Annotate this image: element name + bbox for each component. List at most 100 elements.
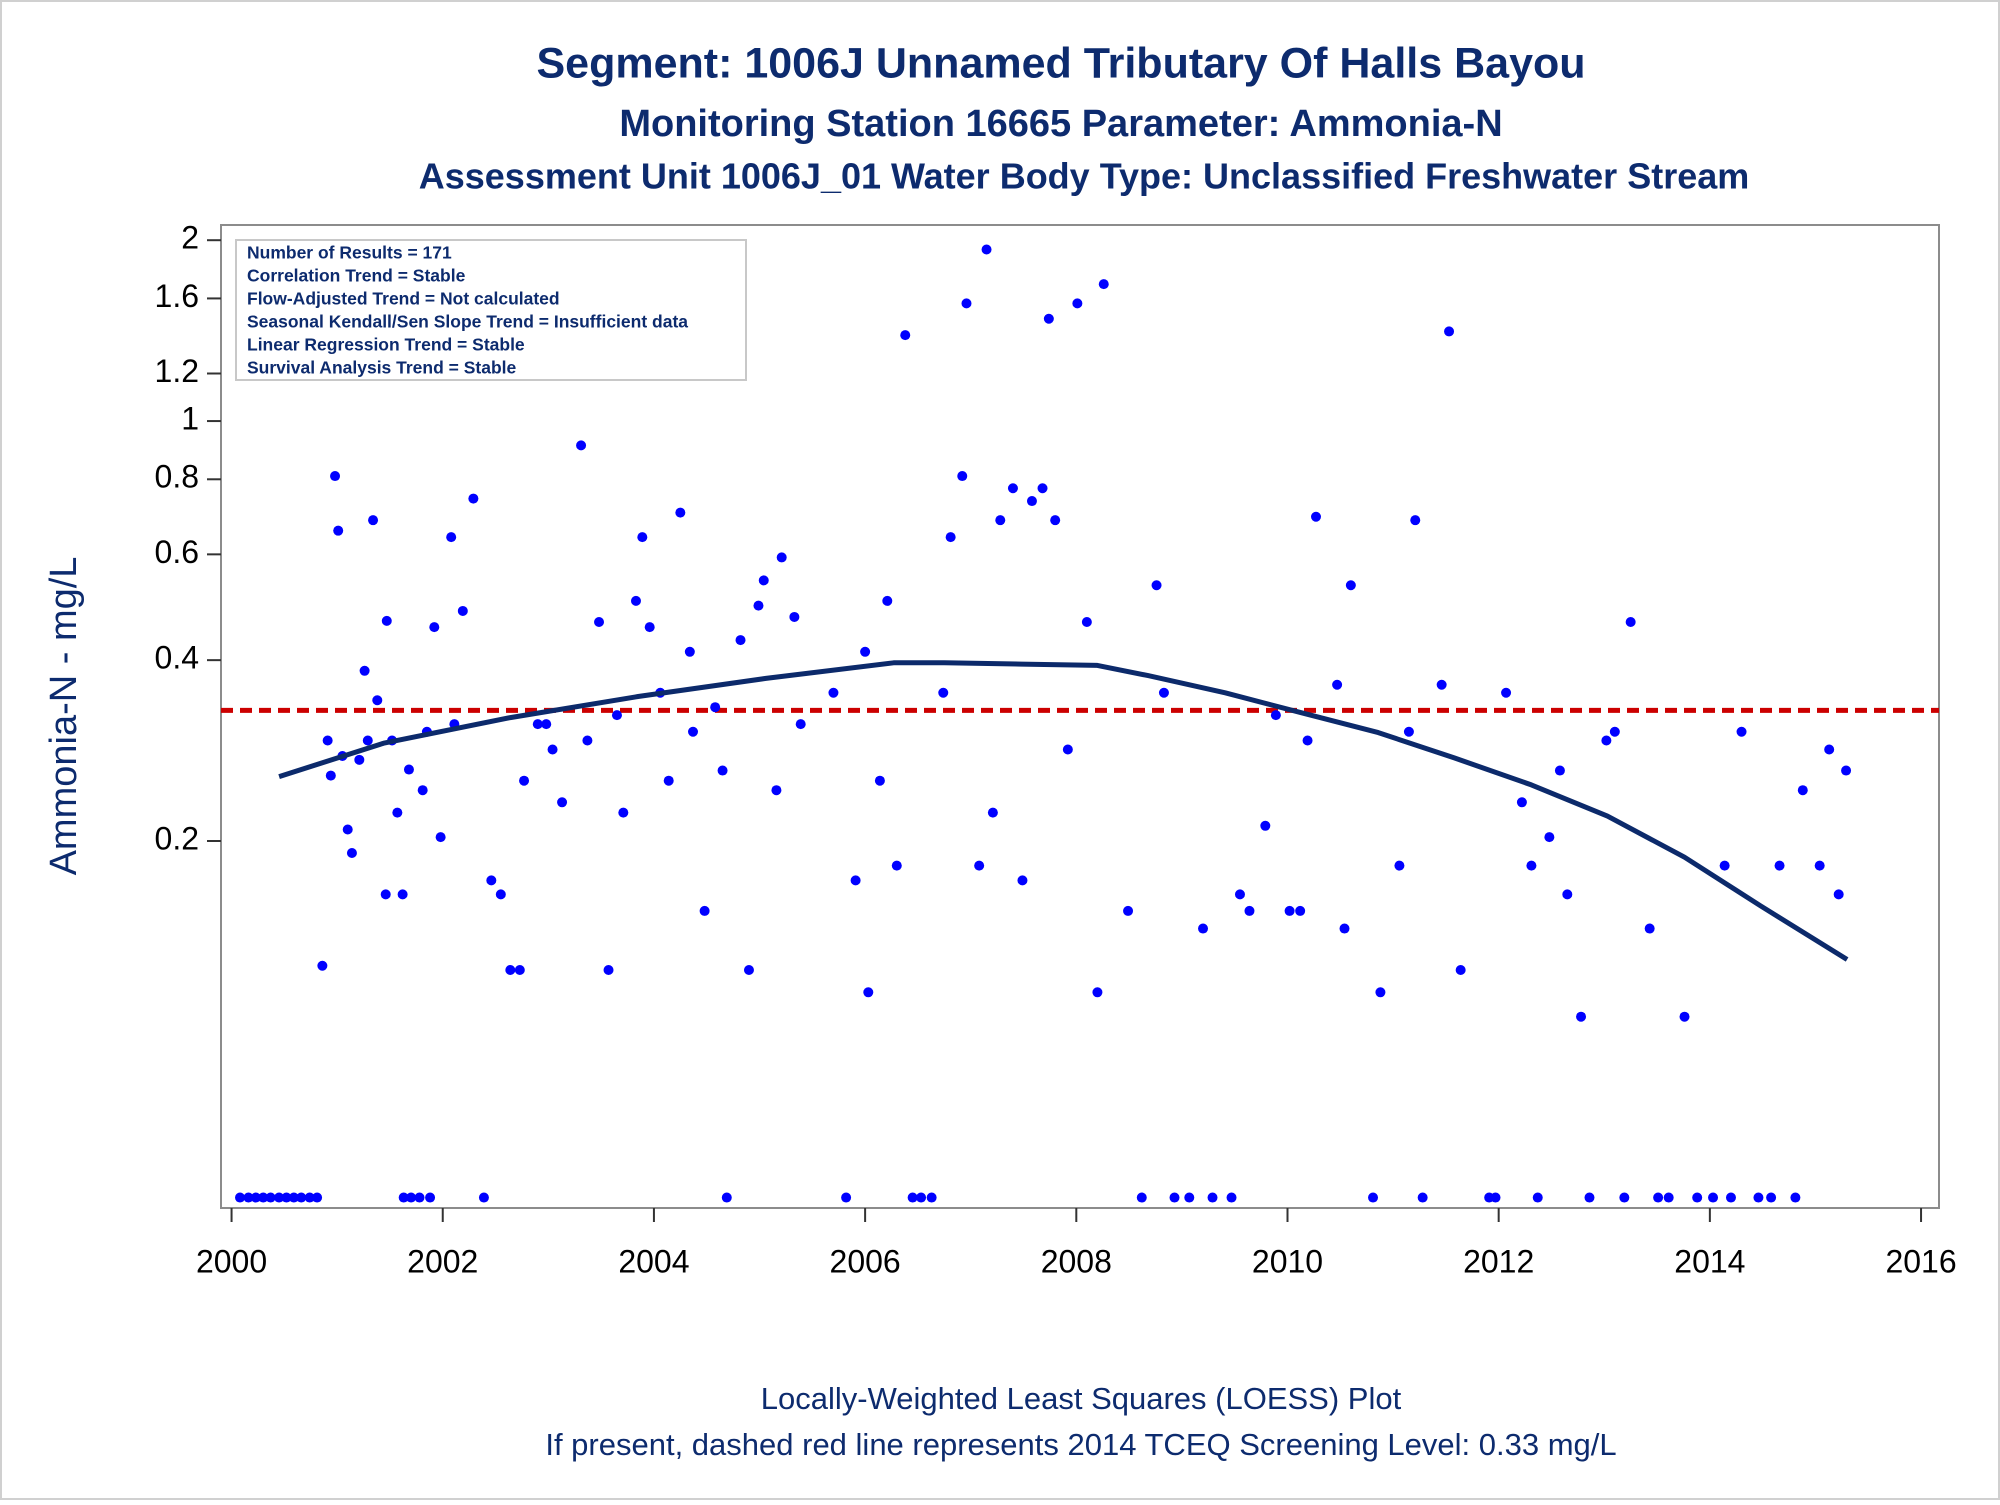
data-point [362,735,373,746]
data-point [325,770,336,781]
loess-line [278,660,1849,962]
data-point [611,710,622,721]
data-point [403,764,414,775]
x-tick-label: 2016 [1885,1243,1956,1279]
footnote: Locally-Weighted Least Squares (LOESS) P… [761,1381,1402,1416]
data-point [557,797,568,808]
x-tick-label: 2008 [1041,1243,1112,1279]
data-point [322,735,333,746]
data-point [392,807,403,818]
data-point [312,1192,323,1203]
y-axis-label: Ammonia-N - mg/L [43,557,85,876]
x-tick-label: 2010 [1252,1243,1323,1279]
data-point [1260,820,1271,831]
data-point [684,646,695,657]
data-point [281,1192,292,1203]
data-point [644,622,655,633]
x-tick-label: 2004 [618,1243,689,1279]
y-tick-label: 0.4 [155,640,199,676]
data-point [250,1192,261,1203]
data-point [478,1192,489,1203]
data-point [717,765,728,776]
data-point [505,964,516,975]
data-point [771,785,782,796]
data-point [1403,726,1414,737]
data-point [874,775,885,786]
data-point [882,595,893,606]
data-point [1311,511,1322,522]
data-point [1544,832,1555,843]
data-point [1725,1192,1736,1203]
data-point [637,532,648,543]
data-point [1490,1192,1501,1203]
stats-line: Correlation Trend = Stable [247,266,466,286]
data-point [753,600,764,611]
data-point [795,719,806,730]
data-point [372,695,383,706]
data-point [735,635,746,646]
data-point [688,726,699,737]
data-point [981,244,992,255]
data-point [776,552,787,563]
data-point [1284,905,1295,916]
data-point [1708,1192,1719,1203]
y-tick-label: 0.6 [155,534,199,570]
data-point [235,1192,246,1203]
data-point [1436,679,1447,690]
data-point [1207,1192,1218,1203]
data-point [1692,1192,1703,1203]
data-point [891,860,902,871]
data-point [860,646,871,657]
data-point [1576,1011,1587,1022]
data-point [359,665,370,676]
data-point [1774,860,1785,871]
data-point [1368,1192,1379,1203]
data-point [1394,860,1405,871]
data-point [1719,860,1730,871]
data-point [258,1192,269,1203]
data-point [1234,889,1245,900]
data-point [1554,765,1565,776]
data-point [519,775,530,786]
data-point [1516,797,1527,808]
stats-box: Number of Results = 171 Correlation Trend… [235,239,747,381]
data-point [417,785,428,796]
data-point [1584,1192,1595,1203]
data-point [1833,889,1844,900]
data-point [1050,515,1061,526]
stats-box-frame [235,239,747,381]
data-point [1332,679,1343,690]
data-point [265,1192,276,1203]
data-point [495,889,506,900]
x-tick-label: 2012 [1463,1243,1534,1279]
data-point [1663,1192,1674,1203]
data-point [381,615,392,626]
data-point [1043,313,1054,324]
data-point [1679,1011,1690,1022]
data-point [1417,1192,1428,1203]
data-point [457,605,468,616]
data-point [828,687,839,698]
data-point [961,298,972,309]
data-point [1625,616,1636,627]
data-point [1169,1192,1180,1203]
data-point [850,875,861,886]
data-point [342,824,353,835]
data-point [618,807,629,818]
data-point [1072,298,1083,309]
data-point [675,507,686,518]
data-point [1037,483,1048,494]
data-point [435,832,446,843]
data-point [1158,687,1169,698]
data-point [380,889,391,900]
data-point [398,1192,409,1203]
chart-subtitle: Assessment Unit 1006J_01 Water Body Type… [419,156,1750,197]
data-point [1007,483,1018,494]
data-point [1270,710,1281,721]
data-point [368,515,379,526]
y-tick-label: 2 [181,220,199,256]
data-point [288,1192,299,1203]
data-point [296,1192,307,1203]
data-point [938,687,949,698]
